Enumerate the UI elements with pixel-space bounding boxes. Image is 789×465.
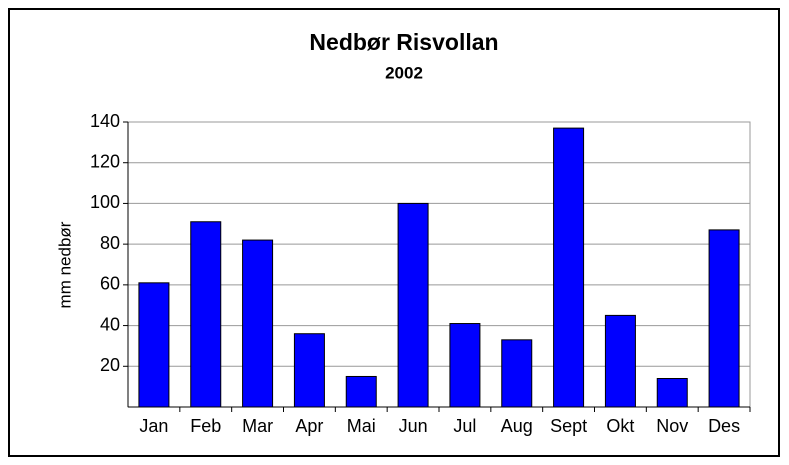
bar [553, 127, 585, 408]
x-tick-label: Feb [190, 416, 221, 436]
chart-frame [8, 8, 780, 457]
bar [708, 229, 740, 408]
y-tick-label: 40 [100, 314, 120, 334]
bar [604, 314, 636, 408]
y-tick-label: 140 [90, 111, 120, 131]
x-tick-label: Sept [550, 416, 587, 436]
bar [345, 375, 377, 408]
x-tick-label: Aug [501, 416, 533, 436]
x-tick-label: Jun [399, 416, 428, 436]
x-tick-label: Jul [453, 416, 476, 436]
bar [138, 282, 170, 408]
x-tick-label: Apr [295, 416, 323, 436]
x-tick-label: Mai [347, 416, 376, 436]
x-tick-label: Des [708, 416, 740, 436]
chart-title: Nedbør Risvollan [309, 29, 498, 55]
y-tick-label: 120 [90, 151, 120, 171]
chart-subtitle: 2002 [385, 63, 423, 82]
bar [449, 323, 481, 408]
y-axis-label: mm nedbør [55, 221, 74, 308]
bar [293, 333, 325, 408]
bar [501, 339, 533, 408]
bar [190, 221, 222, 408]
bar [656, 378, 688, 408]
x-tick-label: Mar [242, 416, 273, 436]
x-tick-label: Okt [606, 416, 634, 436]
bar [397, 202, 429, 408]
y-tick-label: 20 [100, 355, 120, 375]
y-tick-label: 80 [100, 233, 120, 253]
x-tick-label: Nov [656, 416, 688, 436]
bar [242, 239, 274, 408]
y-tick-label: 100 [90, 192, 120, 212]
y-tick-label: 60 [100, 274, 120, 294]
x-tick-label: Jan [139, 416, 168, 436]
